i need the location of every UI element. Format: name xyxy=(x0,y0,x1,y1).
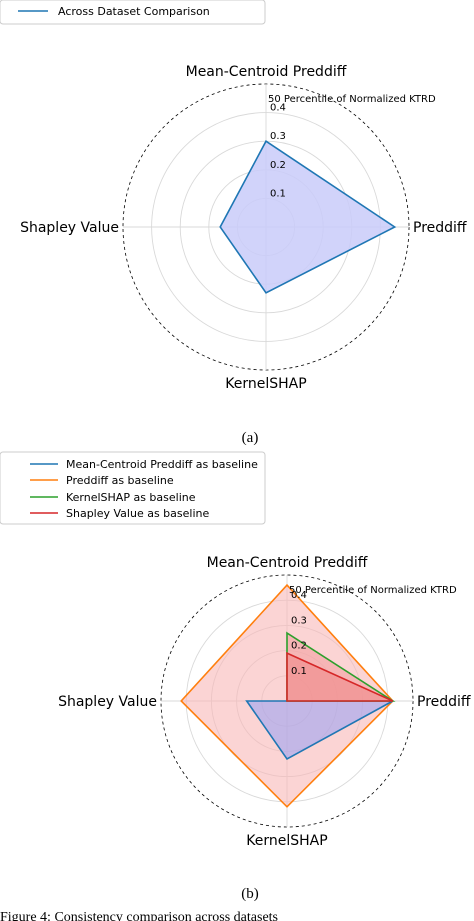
radar-b-axis-label-2: KernelSHAP xyxy=(246,833,327,849)
radar-chart-b: 0.1 0.2 0.3 0.4 50 Percentile of Normali… xyxy=(58,555,471,849)
radar-b-rtick-1: 0.2 xyxy=(291,641,307,652)
legend-b-entry-2: KernelSHAP as baseline xyxy=(66,491,196,504)
legend-b-entry-3: Shapley Value as baseline xyxy=(66,507,209,520)
radar-a-rtick-1: 0.2 xyxy=(270,160,286,171)
radar-a-axis-label-1: Preddiff xyxy=(413,220,467,236)
radar-b-axis-label-0: Mean-Centroid Preddiff xyxy=(207,555,368,571)
radar-a-rtick-2: 0.3 xyxy=(270,131,286,142)
radar-a-axis-label-3: Shapley Value xyxy=(20,220,119,236)
radar-b-rtick-3: 0.4 xyxy=(291,590,307,601)
legend-b: Mean-Centroid Preddiff as baseline Predd… xyxy=(0,451,266,525)
radar-b-rtick-0: 0.1 xyxy=(291,666,307,677)
radar-a-radial-title: 50 Percentile of Normalized KTRD xyxy=(268,94,436,105)
caption-a: (a) xyxy=(242,430,259,446)
radar-a-axis-label-2: KernelSHAP xyxy=(225,376,306,392)
radar-a-rtick-0: 0.1 xyxy=(270,188,286,199)
legend-b-entry-0: Mean-Centroid Preddiff as baseline xyxy=(66,458,258,471)
legend-a: Across Dataset Comparison xyxy=(0,0,266,25)
legend-a-frame xyxy=(0,0,266,25)
radar-a-rtick-3: 0.4 xyxy=(270,103,286,114)
legend-a-entry-0: Across Dataset Comparison xyxy=(58,5,210,18)
footer-text: Figure 4: Consistency comparison across … xyxy=(0,910,278,921)
radar-a-axis-label-0: Mean-Centroid Preddiff xyxy=(186,64,347,80)
radar-a-series-0-polygon xyxy=(219,140,397,294)
radar-b-series-3-polygon xyxy=(286,651,394,702)
radar-b-axis-label-3: Shapley Value xyxy=(58,694,157,710)
caption-b: (b) xyxy=(241,886,259,902)
radar-b-axis-label-1: Preddiff xyxy=(417,694,471,710)
radar-chart-a: 0.1 0.2 0.3 0.4 50 Percentile of Normali… xyxy=(20,64,467,392)
legend-b-entry-1: Preddiff as baseline xyxy=(66,474,174,487)
radar-b-rtick-2: 0.3 xyxy=(291,615,307,626)
legend-b-frame xyxy=(0,451,266,525)
radar-b-radial-title: 50 Percentile of Normalized KTRD xyxy=(289,585,457,596)
